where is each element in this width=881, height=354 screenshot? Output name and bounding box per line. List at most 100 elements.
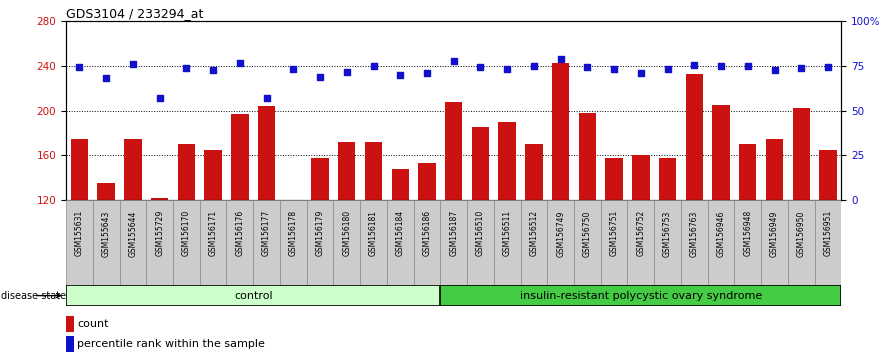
Point: [687, 62, 701, 68]
Bar: [151, 198, 168, 200]
Point: [366, 63, 381, 69]
Point: [553, 56, 567, 62]
Point: [767, 68, 781, 73]
Text: GSM156178: GSM156178: [289, 210, 298, 256]
Text: GSM156949: GSM156949: [770, 210, 779, 257]
Text: GSM155631: GSM155631: [75, 210, 84, 256]
Text: GSM156512: GSM156512: [529, 210, 538, 256]
FancyBboxPatch shape: [307, 200, 333, 285]
Point: [473, 64, 487, 70]
Text: GSM156950: GSM156950: [796, 210, 806, 257]
FancyBboxPatch shape: [360, 200, 387, 285]
FancyBboxPatch shape: [761, 200, 788, 285]
FancyBboxPatch shape: [494, 200, 521, 285]
FancyBboxPatch shape: [280, 200, 307, 285]
Bar: [204, 150, 222, 200]
Text: GSM156948: GSM156948: [744, 210, 752, 256]
Point: [500, 67, 515, 72]
Bar: [418, 163, 436, 200]
Bar: [258, 106, 275, 200]
Bar: [633, 155, 649, 200]
FancyBboxPatch shape: [226, 200, 253, 285]
Point: [180, 65, 194, 71]
Text: GSM156171: GSM156171: [209, 210, 218, 256]
FancyBboxPatch shape: [66, 200, 93, 285]
Point: [260, 96, 274, 101]
Text: GSM156179: GSM156179: [315, 210, 324, 256]
Text: GSM155729: GSM155729: [155, 210, 164, 256]
FancyBboxPatch shape: [120, 200, 146, 285]
FancyBboxPatch shape: [788, 200, 815, 285]
Bar: [231, 114, 248, 200]
Text: GSM156752: GSM156752: [636, 210, 646, 256]
Bar: [499, 122, 516, 200]
Bar: [713, 105, 729, 200]
Point: [393, 72, 407, 78]
Text: GSM156751: GSM156751: [610, 210, 618, 256]
Point: [527, 63, 541, 69]
Point: [821, 64, 835, 70]
Text: GDS3104 / 233294_at: GDS3104 / 233294_at: [66, 7, 204, 20]
Bar: [793, 108, 810, 200]
Text: control: control: [233, 291, 272, 301]
Bar: [659, 158, 677, 200]
Bar: [819, 150, 837, 200]
Text: GSM156186: GSM156186: [423, 210, 432, 256]
Text: disease state: disease state: [1, 291, 66, 301]
Point: [714, 63, 728, 69]
Bar: [66, 337, 74, 352]
Text: GSM155644: GSM155644: [129, 210, 137, 257]
FancyBboxPatch shape: [707, 200, 735, 285]
Point: [340, 69, 354, 74]
Bar: [98, 183, 115, 200]
FancyBboxPatch shape: [146, 200, 173, 285]
FancyBboxPatch shape: [440, 200, 467, 285]
FancyBboxPatch shape: [547, 200, 574, 285]
Text: GSM156753: GSM156753: [663, 210, 672, 257]
Bar: [70, 138, 88, 200]
FancyBboxPatch shape: [655, 200, 681, 285]
Bar: [739, 144, 757, 200]
Point: [286, 67, 300, 72]
Bar: [766, 138, 783, 200]
Point: [581, 64, 595, 70]
FancyBboxPatch shape: [440, 285, 841, 306]
Bar: [471, 127, 489, 200]
Text: GSM156184: GSM156184: [396, 210, 404, 256]
Point: [633, 70, 648, 75]
Bar: [391, 169, 409, 200]
Text: GSM156177: GSM156177: [262, 210, 271, 256]
FancyBboxPatch shape: [333, 200, 360, 285]
FancyBboxPatch shape: [815, 200, 841, 285]
Point: [206, 68, 220, 73]
Point: [661, 67, 675, 72]
FancyBboxPatch shape: [574, 200, 601, 285]
Point: [72, 64, 86, 70]
Text: GSM156170: GSM156170: [181, 210, 191, 256]
Text: count: count: [78, 319, 108, 329]
Text: GSM156187: GSM156187: [449, 210, 458, 256]
Text: GSM156749: GSM156749: [556, 210, 565, 257]
Bar: [365, 142, 382, 200]
Text: GSM156763: GSM156763: [690, 210, 699, 257]
FancyBboxPatch shape: [601, 200, 627, 285]
FancyBboxPatch shape: [413, 200, 440, 285]
Bar: [552, 63, 569, 200]
Text: GSM156181: GSM156181: [369, 210, 378, 256]
Point: [126, 61, 140, 67]
Text: GSM156510: GSM156510: [476, 210, 485, 256]
Bar: [285, 200, 302, 201]
Text: GSM156750: GSM156750: [583, 210, 592, 257]
Point: [794, 65, 808, 71]
Text: GSM155643: GSM155643: [101, 210, 111, 257]
Point: [447, 59, 461, 64]
Bar: [605, 158, 623, 200]
FancyBboxPatch shape: [173, 200, 200, 285]
FancyBboxPatch shape: [681, 200, 707, 285]
Point: [100, 75, 114, 81]
FancyBboxPatch shape: [521, 200, 547, 285]
Text: percentile rank within the sample: percentile rank within the sample: [78, 339, 265, 349]
FancyBboxPatch shape: [467, 200, 494, 285]
Point: [420, 70, 434, 75]
Bar: [445, 102, 463, 200]
